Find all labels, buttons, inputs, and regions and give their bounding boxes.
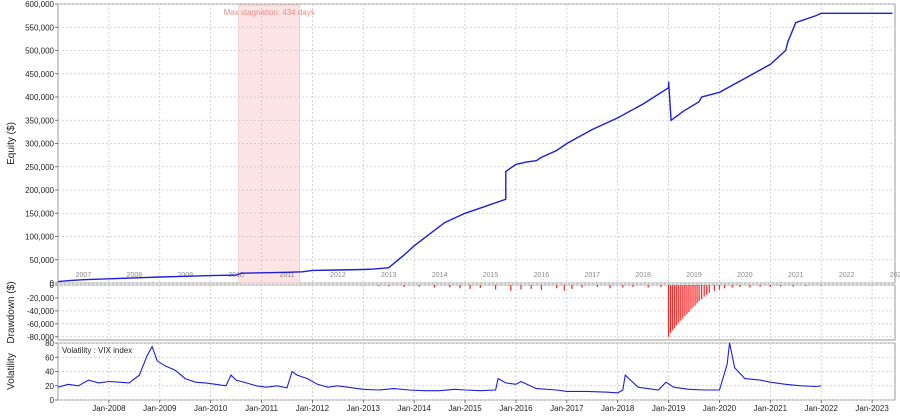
year-label: 2023 [890,272,900,279]
equity-series-line [57,12,893,283]
year-label: 2021 [788,272,804,279]
stagnation-annotation: Max stagnation: 434 days [224,8,315,17]
year-label: 2012 [330,272,346,279]
drawdown-y-tick-label: -20,000 [27,294,55,303]
x-tick-label: Jan-2010 [194,404,228,413]
equity-y-tick-label: 450,000 [25,70,54,79]
x-tick-label: Jan-2012 [296,404,330,413]
volatility-y-tick-label: 60 [45,353,54,362]
x-tick-label: Jan-2016 [499,404,533,413]
equity-y-tick-label: 300,000 [25,140,54,149]
x-tick-label: Jan-2008 [92,404,126,413]
equity-y-tick-label: 500,000 [25,47,54,56]
equity-y-tick-label: 200,000 [25,186,54,195]
x-tick-label: Jan-2015 [448,404,482,413]
volatility-y-tick-label: 0 [50,396,55,405]
drawdown-y-tick-label: -40,000 [27,307,55,316]
year-label: 2015 [483,272,499,279]
year-label: 2014 [432,272,448,279]
volatility-y-tick-label: 40 [45,368,54,377]
drawdown-panel: 0 -20,000 -40,000 -60,000 -80,000 Drawdown ($… [6,281,896,344]
equity-y-tick-label: 400,000 [25,93,54,102]
drawdown-plot-area [57,284,896,341]
equity-y-tick-label: 550,000 [25,23,54,32]
x-tick-label: Jan-2014 [397,404,431,413]
drawdown-y-tick-label: 0 [50,281,55,290]
year-label: 2011 [279,272,294,279]
vix-series-line [57,342,822,394]
drawdown-y-tick-label: -80,000 [27,333,55,342]
x-tick-label: Jan-2009 [143,404,177,413]
equity-y-tick-label: 50,000 [30,256,55,265]
volatility-y-axis-label: Volatility [6,353,17,390]
x-tick-label: Jan-2022 [805,404,839,413]
x-tick-label: Jan-2020 [703,404,737,413]
equity-y-tick-label: 600,000 [25,0,54,9]
x-tick-label: Jan-2017 [550,404,584,413]
x-tick-label: Jan-2018 [601,404,635,413]
year-label: 2009 [177,272,193,279]
equity-y-axis-label: Equity ($) [6,122,17,165]
volatility-y-tick-label: 80 [45,339,54,348]
year-label: 2019 [686,272,702,279]
equity-panel: 0 50,000 100,000 150,000 200,000 250,000 300,0… [6,0,900,288]
x-tick-label: Jan-2021 [754,404,788,413]
year-label: 2020 [737,272,753,279]
equity-y-tick-label: 150,000 [25,209,54,218]
year-label: 2008 [127,272,143,279]
volatility-panel: 0 20 40 60 80 Volatility Volatility : VIX inde… [6,339,896,413]
year-label: 2013 [381,272,397,279]
x-tick-label: Jan-2019 [652,404,686,413]
drawdown-y-tick-label: -60,000 [27,320,55,329]
equity-y-tick-label: 100,000 [25,233,54,242]
year-label: 2022 [839,272,855,279]
equity-y-tick-label: 0 [50,279,55,288]
drawdown-y-axis-label: Drawdown ($) [6,281,17,343]
year-label: 2018 [635,272,651,279]
stagnation-shade [238,4,300,284]
x-tick-label: Jan-2023 [855,404,889,413]
year-label: 2017 [584,272,600,279]
x-tick-label: Jan-2013 [347,404,381,413]
year-label: 2007 [76,272,92,279]
volatility-legend: Volatility : VIX index [62,346,132,355]
equity-y-tick-label: 350,000 [25,116,54,125]
equity-y-tick-label: 250,000 [25,163,54,172]
volatility-y-tick-label: 20 [45,382,54,391]
year-label: 2016 [534,272,550,279]
x-tick-label: Jan-2011 [245,404,278,413]
